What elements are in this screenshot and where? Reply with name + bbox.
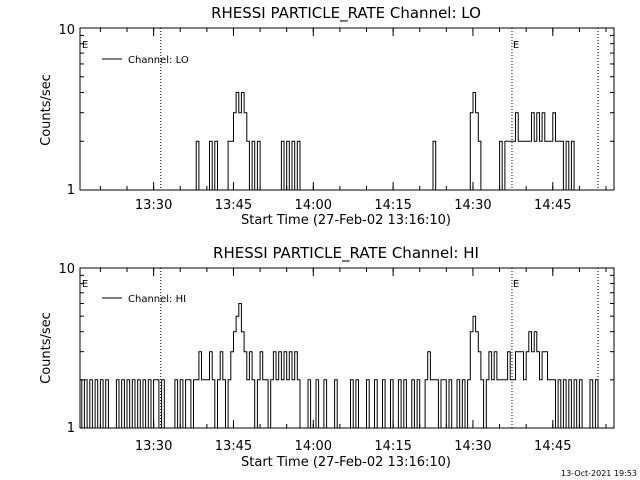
legend-label: Channel: HI — [128, 294, 186, 305]
event-marker-label: E — [513, 40, 519, 51]
plot-frame — [79, 27, 615, 191]
x-tick-label: 13:45 — [215, 198, 252, 213]
y-axis-label: Counts/sec — [39, 74, 54, 146]
chart-panel-hi: RHESSI PARTICLE_RATE Channel: HI Counts/… — [39, 244, 615, 470]
x-tick-label: 13:30 — [135, 439, 172, 454]
x-tick-labels: 13:30 13:45 14:00 14:15 14:30 14:45 — [135, 439, 572, 454]
x-tick-label: 14:45 — [534, 439, 571, 454]
y-tick-label: 10 — [58, 23, 75, 38]
x-tick-labels: 13:30 13:45 14:00 14:15 14:30 14:45 — [135, 198, 572, 213]
event-marker-labels: E E — [82, 279, 519, 290]
x-tick-label: 14:15 — [374, 198, 411, 213]
x-tick-label: 14:00 — [295, 439, 332, 454]
chart-title: RHESSI PARTICLE_RATE Channel: HI — [213, 244, 479, 263]
x-tick-label: 14:45 — [534, 198, 571, 213]
series-line — [80, 92, 614, 191]
x-tick-label: 13:45 — [215, 439, 252, 454]
x-tick-label: 14:30 — [454, 439, 491, 454]
event-marker-label: E — [513, 279, 519, 290]
x-tick-label: 14:00 — [295, 198, 332, 213]
x-tick-label: 14:15 — [374, 439, 411, 454]
footer-timestamp: 13-Oct-2021 19:53 — [561, 469, 637, 478]
series-line — [80, 303, 614, 429]
chart-title: RHESSI PARTICLE_RATE Channel: LO — [211, 4, 481, 23]
x-axis-label: Start Time (27-Feb-02 13:16:10) — [241, 213, 451, 228]
event-marker-label: E — [82, 279, 88, 290]
chart-panel-lo: RHESSI PARTICLE_RATE Channel: LO Counts/… — [39, 4, 615, 228]
event-marker-labels: E E — [82, 40, 519, 51]
y-tick-label: 10 — [58, 262, 75, 277]
x-axis-label: Start Time (27-Feb-02 13:16:10) — [241, 455, 451, 470]
x-tick-label: 14:30 — [454, 198, 491, 213]
y-tick-label: 1 — [67, 421, 75, 436]
y-tick-label: 1 — [67, 183, 75, 198]
y-axis-label: Counts/sec — [39, 312, 54, 384]
x-tick-label: 13:30 — [135, 198, 172, 213]
legend-label: Channel: LO — [128, 55, 189, 66]
event-marker-label: E — [82, 40, 88, 51]
